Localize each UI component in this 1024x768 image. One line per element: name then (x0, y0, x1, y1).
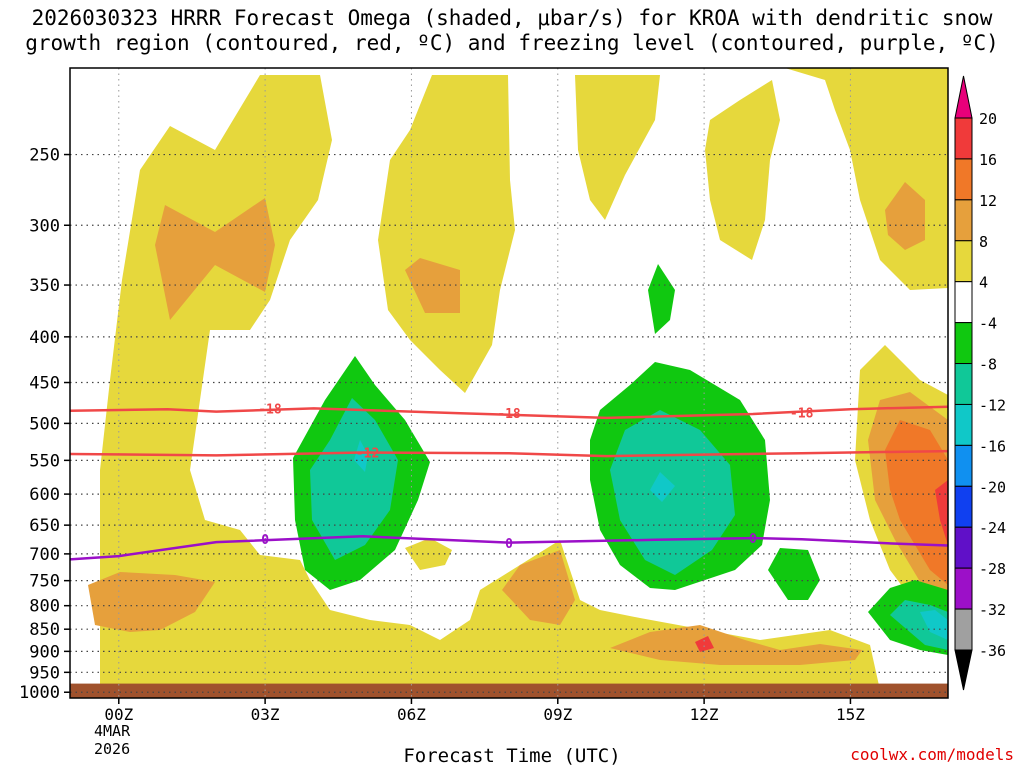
omega-region-green-4 (768, 548, 820, 600)
y-tick-label-850: 850 (29, 620, 60, 640)
temperature-contours: -18 -18 -18 -12 0 0 0 (69, 402, 949, 561)
contour-label-red-0: -18 (258, 402, 282, 417)
colorbar-label-12: -32 (979, 601, 1006, 619)
contour-label-red-1: -18 (497, 407, 521, 422)
contour-purple-0 (69, 535, 949, 561)
contour-label-purple-0: 0 (261, 533, 269, 548)
colorbar-swatch-0 (954, 117, 973, 160)
colorbar-swatch-2 (954, 199, 973, 242)
colorbar-swatch-10 (954, 526, 973, 569)
omega-region-yellow-right-top (705, 80, 780, 260)
contour-label-red-3: -12 (356, 447, 379, 462)
y-tick-label-350: 350 (29, 276, 60, 296)
colorbar-label-8: -16 (979, 437, 1006, 455)
omega-region-cyan-3 (920, 610, 948, 640)
colorbar-label-10: -24 (979, 519, 1006, 537)
y-tick-label-700: 700 (29, 545, 60, 565)
date-label-year: 2026 (94, 740, 131, 758)
colorbar-swatch-12 (954, 608, 973, 651)
contour-label-purple-1: 0 (505, 537, 513, 552)
y-tick-label-600: 600 (29, 485, 60, 505)
omega-region-yellow-dot (255, 632, 275, 655)
x-tick-label-15Z: 15Z (836, 705, 865, 724)
contour-red--12 (69, 449, 949, 458)
y-tick-label-750: 750 (29, 572, 60, 592)
x-tick-label-03Z: 03Z (251, 705, 280, 724)
colorbar-label-2: 12 (979, 192, 997, 210)
omega-region-orange-6 (885, 182, 925, 250)
y-tick-label-500: 500 (29, 414, 60, 434)
colorbar-label-3: 8 (979, 233, 988, 251)
omega-region-cyan-1 (354, 440, 368, 472)
colorbar-label-5: -4 (979, 315, 997, 333)
date-label-month: 4MAR (94, 722, 131, 740)
colorbar-label-1: 16 (979, 151, 997, 169)
omega-region-teal-2 (610, 410, 735, 575)
omega-region-yellow-low-strip (365, 626, 430, 660)
x-tick-label-12Z: 12Z (690, 705, 719, 724)
colorbar-bottom-arrow (954, 649, 973, 691)
omega-shading (88, 68, 948, 698)
contour-label-red-2: -18 (790, 406, 814, 421)
x-axis-title: Forecast Time (UTC) (403, 745, 621, 767)
omega-region-red-2 (695, 636, 714, 652)
colorbar-swatch-1 (954, 158, 973, 201)
colorbar: 20 16 12 8 4 -4 -8 -12 -16 -20 -24 -28 -32 -36 (954, 75, 1006, 691)
colorbar-top-arrow (954, 75, 973, 119)
colorbar-label-13: -36 (979, 642, 1006, 660)
colorbar-label-11: -28 (979, 560, 1006, 578)
credit-text: coolwx.com/models (850, 745, 1014, 764)
omega-region-orange-1 (155, 198, 275, 320)
x-axis: 00Z 03Z 06Z 09Z 12Z 15Z (104, 698, 865, 724)
omega-region-teal-1 (310, 398, 398, 560)
chart-title-line-1: 2026030323 HRRR Forecast Omega (shaded, … (31, 6, 993, 30)
colorbar-label-7: -12 (979, 396, 1006, 414)
colorbar-swatch-9 (954, 485, 973, 528)
colorbar-swatch-6 (954, 363, 973, 405)
omega-region-orange-5 (610, 625, 862, 665)
x-tick-label-06Z: 06Z (397, 705, 426, 724)
y-tick-label-450: 450 (29, 374, 60, 394)
y-tick-label-250: 250 (29, 146, 60, 166)
colorbar-label-9: -20 (979, 478, 1006, 496)
omega-region-red-1 (935, 480, 948, 545)
colorbar-label-4: 4 (979, 274, 988, 292)
contour-red--18 (69, 405, 949, 420)
y-tick-label-900: 900 (29, 642, 60, 662)
omega-region-orange-2 (405, 258, 460, 313)
omega-region-orange-3 (88, 572, 215, 632)
colorbar-swatch-3 (954, 240, 973, 283)
colorbar-swatch-8 (954, 444, 973, 487)
y-tick-label-400: 400 (29, 328, 60, 348)
y-tick-label-650: 650 (29, 516, 60, 536)
colorbar-swatch-4 (954, 281, 973, 324)
colorbar-swatch-11 (954, 567, 973, 610)
chart-title-line-2: growth region (contoured, red, ºC) and f… (25, 31, 999, 55)
colorbar-swatch-7 (954, 403, 973, 446)
omega-region-cyan-2 (650, 472, 675, 502)
y-tick-label-800: 800 (29, 597, 60, 617)
y-tick-label-550: 550 (29, 451, 60, 471)
gridlines (70, 68, 948, 698)
y-tick-label-300: 300 (29, 216, 60, 236)
omega-region-green-3 (648, 264, 675, 334)
omega-region-orange-4 (502, 550, 575, 625)
colorbar-label-6: -8 (979, 356, 997, 374)
x-tick-label-09Z: 09Z (543, 705, 572, 724)
y-tick-label-950: 950 (29, 663, 60, 683)
y-tick-label-1000: 1000 (19, 683, 60, 703)
contour-label-purple-2: 0 (749, 532, 757, 547)
y-axis: 2503003504004505005506006507007508008509… (19, 146, 70, 703)
x-tick-label-00Z: 00Z (104, 705, 133, 724)
ground-terrain (70, 683, 948, 698)
omega-region-yellow-top-right (575, 75, 660, 220)
colorbar-swatch-5 (954, 322, 973, 365)
colorbar-label-0: 20 (979, 110, 997, 128)
